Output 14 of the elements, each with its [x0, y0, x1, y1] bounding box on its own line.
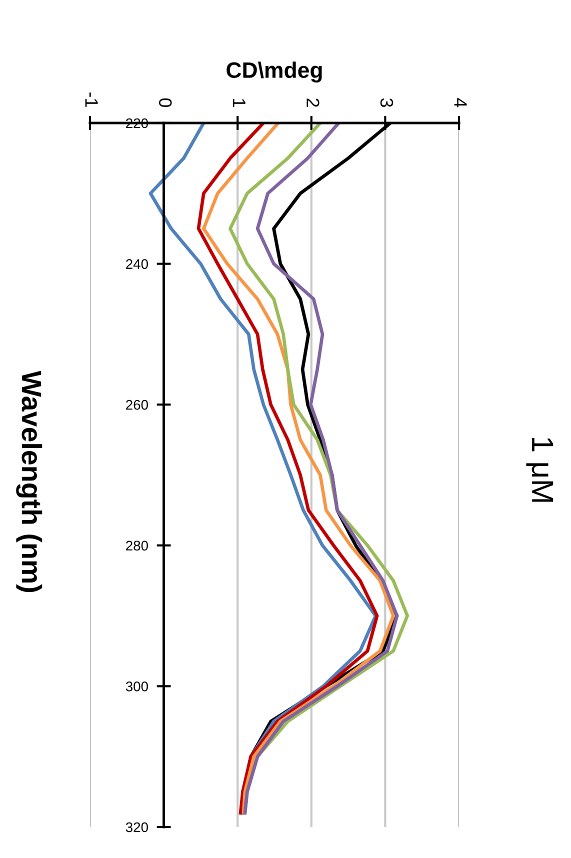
x-tick-label: 1	[232, 99, 246, 107]
y-tick-label: 320	[126, 822, 148, 832]
y-tick-label: 260	[126, 400, 148, 410]
x-tick-label: 4	[454, 98, 467, 108]
y-axis-title: Wavelength (nm)	[16, 370, 42, 592]
y-tick-label: 300	[126, 682, 148, 692]
y-tick-label: 280	[126, 540, 148, 551]
x-tick-label: 3	[380, 98, 394, 107]
x-tick-label: 2	[306, 98, 320, 107]
text: 1 μM	[526, 438, 554, 502]
x-axis-title: CD\mdeg	[226, 62, 322, 82]
x-tick-label: 0	[158, 98, 172, 108]
x-tick-label: -1	[85, 92, 98, 107]
y-tick-label: 240	[126, 259, 148, 269]
